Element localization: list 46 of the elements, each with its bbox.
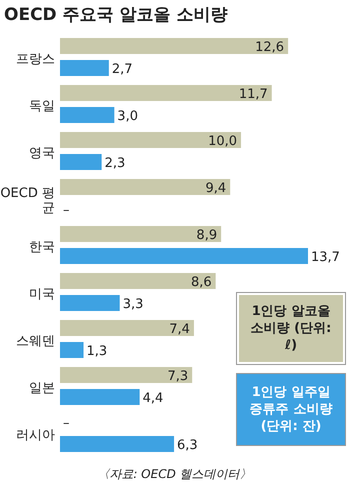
bar	[60, 320, 194, 336]
data-label: 10,0	[208, 134, 238, 149]
data-label: 8,9	[196, 228, 218, 243]
bar	[60, 389, 140, 405]
bar	[60, 367, 192, 383]
bar	[60, 107, 114, 123]
data-label: 2,3	[104, 156, 126, 171]
data-label: 12,6	[255, 40, 284, 55]
data-label: 3,0	[117, 109, 138, 124]
data-label: 11,7	[238, 87, 268, 102]
category: 한국	[28, 240, 55, 254]
category: 독일	[28, 98, 55, 114]
data-label: 13,7	[311, 250, 340, 265]
category: 미국	[28, 286, 55, 302]
data-label: 3,3	[122, 297, 144, 312]
category: 영국	[28, 146, 55, 160]
bar	[60, 273, 216, 289]
bar	[60, 154, 102, 170]
category: 러시아	[15, 428, 55, 442]
bar	[60, 342, 84, 358]
data-label: 9,4	[205, 181, 226, 196]
bar	[60, 179, 230, 195]
category: 프랑스	[15, 52, 55, 66]
title: OECD 주요국 알코올 소비량	[4, 4, 228, 26]
data-label: 7,3	[167, 369, 188, 384]
legend: 1인당 알코올 소비량 (단위: ℓ) 1인당 일주일 증류주 소비량 (단위: 잔)	[237, 293, 345, 445]
annotation: 〈자료: OECD 헬스데이터〉	[96, 466, 253, 483]
bar	[60, 295, 120, 311]
bar	[60, 248, 308, 264]
bar	[60, 132, 242, 148]
category: 일본	[28, 380, 55, 396]
data-label: 7,4	[169, 322, 190, 337]
data-label: 8,6	[190, 275, 212, 290]
data-label: 4,4	[142, 391, 164, 406]
bar	[60, 85, 272, 101]
category: 스웨덴	[15, 334, 55, 348]
text: –	[63, 416, 70, 431]
data-label: 6,3	[177, 438, 198, 453]
data-label: 1,3	[86, 344, 108, 359]
bar	[60, 436, 174, 452]
bar	[60, 226, 222, 242]
category: OECD 평균	[0, 186, 55, 216]
text: –	[63, 203, 70, 218]
data-label: 2,7	[112, 62, 133, 77]
bar	[60, 38, 288, 54]
bar	[60, 60, 109, 76]
